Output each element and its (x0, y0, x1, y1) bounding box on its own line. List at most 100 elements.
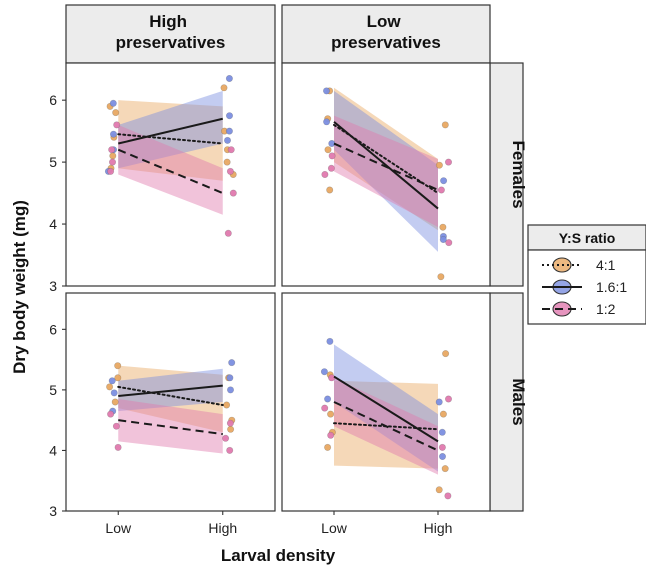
ci-ribbon-1-6-1 (118, 90, 223, 169)
data-point-1-6-1 (110, 389, 118, 397)
data-point-1-2 (107, 167, 115, 175)
data-point-1-6-1 (324, 395, 332, 403)
data-point-1-2 (321, 404, 329, 412)
data-point-1-2 (107, 410, 115, 418)
data-point-1-6-1 (439, 236, 447, 244)
data-point-1-6-1 (320, 368, 328, 376)
y-tick-label: 4 (49, 442, 57, 458)
data-point-4-1 (220, 84, 228, 92)
panel-border (281, 62, 491, 287)
data-point-1-2 (438, 443, 446, 451)
y-tick-label: 3 (49, 503, 57, 519)
y-tick-label: 4 (49, 216, 57, 232)
data-point-1-6-1 (226, 112, 234, 120)
column-strip-label-high-preservatives: High preservatives (116, 12, 226, 52)
data-point-4-1 (106, 383, 114, 391)
series-line-1-2 (117, 148, 224, 195)
series-line-4-1 (117, 385, 224, 407)
data-point-1-2 (328, 152, 336, 160)
data-point-1-6-1 (435, 398, 443, 406)
data-point-1-6-1 (110, 130, 118, 138)
data-point-4-1 (112, 109, 120, 117)
y-tick-label: 6 (49, 321, 57, 337)
data-point-1-2 (229, 189, 237, 197)
row-strip-females (489, 62, 524, 287)
series-line-1-2 (333, 401, 439, 452)
y-tick-label: 5 (49, 154, 57, 170)
data-point-4-1 (439, 410, 447, 418)
panel-background (66, 63, 275, 286)
column-strip-line-2: preservatives (116, 33, 226, 52)
data-point-1-2 (327, 164, 335, 172)
data-point-4-1 (109, 152, 117, 160)
data-point-1-2 (437, 186, 445, 194)
data-point-1-2 (222, 434, 230, 442)
panel-females-high-preservatives (65, 62, 276, 287)
x-tick-label-high: High (208, 520, 237, 536)
data-point-4-1 (227, 425, 235, 433)
data-point-1-2 (109, 158, 117, 166)
data-point-1-2 (226, 167, 234, 175)
ci-ribbon-1-2 (118, 124, 223, 215)
data-point-4-1 (114, 362, 122, 370)
data-point-4-1 (324, 443, 332, 451)
data-point-1-6-1 (323, 118, 331, 126)
x-tick-label-high: High (424, 520, 453, 536)
data-point-4-1 (439, 223, 447, 231)
legend-entry-1-2: 1:2 (542, 301, 616, 317)
data-point-1-2 (445, 239, 453, 247)
data-point-1-2 (444, 158, 452, 166)
legend-label: 1.6:1 (596, 279, 627, 295)
ci-ribbon-4-1 (118, 365, 223, 433)
legend-entry-1-6-1: 1.6:1 (542, 279, 627, 295)
data-point-4-1 (435, 161, 443, 169)
data-point-4-1 (442, 350, 450, 358)
ci-ribbon-1-6-1 (334, 90, 438, 252)
panel-background (282, 293, 490, 511)
data-point-1-6-1 (440, 177, 448, 185)
data-point-1-2 (444, 395, 452, 403)
legend-title: Y:S ratio (559, 230, 616, 246)
series-line-1-2 (118, 419, 223, 436)
x-tick-label-low: Low (321, 520, 348, 536)
series-line-4-1 (117, 133, 224, 145)
y-tick-label: 5 (49, 382, 57, 398)
data-point-1-6-1 (109, 99, 117, 107)
data-point-1-2 (444, 492, 452, 500)
data-point-1-6-1 (227, 386, 235, 394)
data-point-4-1 (441, 121, 449, 129)
series-line-1-6-1 (118, 117, 223, 145)
data-point-1-6-1 (322, 87, 330, 95)
data-point-1-6-1 (326, 337, 334, 345)
data-point-1-2 (321, 171, 329, 179)
column-strip-line-1: High (149, 12, 187, 31)
column-strip-label-low-preservatives: Low preservatives (331, 12, 441, 52)
data-point-1-2 (327, 431, 335, 439)
ci-ribbon-4-1 (334, 380, 438, 469)
data-point-4-1 (114, 374, 122, 382)
column-strip-low-preservatives (281, 4, 491, 64)
data-point-4-1 (435, 486, 443, 494)
column-strip-line-2: preservatives (331, 33, 441, 52)
legend-label: 1:2 (596, 301, 616, 317)
panel-border (65, 292, 276, 512)
panel-males-low-preservatives (281, 292, 491, 512)
y-tick-label: 6 (49, 92, 57, 108)
data-point-4-1 (326, 186, 334, 194)
data-point-4-1 (111, 398, 119, 406)
legend: Y:S ratio 4:1 1.6:1 1:2 (527, 224, 646, 325)
row-strip-label-females: Females (509, 140, 528, 208)
panel-border (281, 292, 491, 512)
series-line-1-6-1 (333, 121, 439, 210)
data-point-1-6-1 (226, 374, 234, 382)
data-point-4-1 (441, 465, 449, 473)
data-point-1-2 (113, 121, 121, 129)
panel-background (66, 293, 275, 511)
data-point-4-1 (223, 158, 231, 166)
legend-label: 4:1 (596, 257, 616, 273)
row-strip-label-males: Males (509, 378, 528, 425)
legend-entries: 4:1 1.6:1 1:2 (527, 249, 646, 325)
data-point-1-2 (226, 446, 234, 454)
data-point-1-2 (226, 419, 234, 427)
